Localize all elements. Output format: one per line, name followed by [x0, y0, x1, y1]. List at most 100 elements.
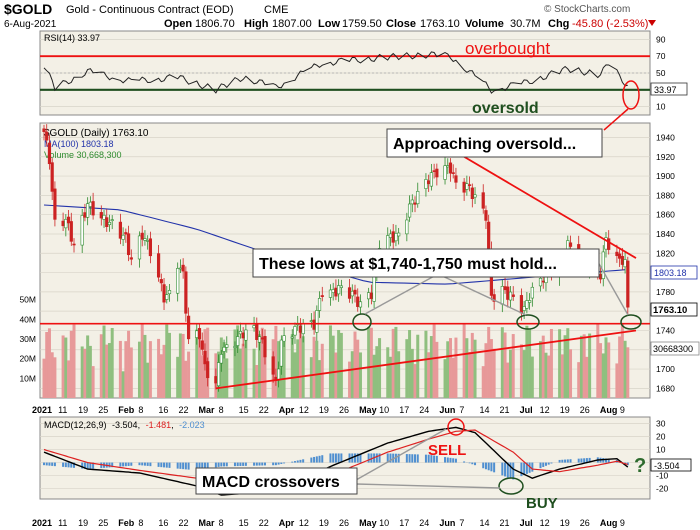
header: $GOLD Gold - Continuous Contract (EOD) C… [4, 1, 656, 30]
candle-body [530, 286, 534, 299]
rsi-callout-pointer [603, 108, 629, 131]
oversold-callout: Approaching oversold... [393, 136, 576, 153]
volume-bar [328, 325, 332, 398]
close-value-text: 1763.10 [653, 305, 687, 316]
candle-body [356, 296, 360, 307]
volume-bar [468, 351, 472, 398]
volume-bar [511, 334, 515, 398]
candle-body [397, 232, 401, 237]
x-tick-label: 22 [259, 518, 269, 528]
macd-hist-bar [566, 459, 569, 463]
macd-hist-bar [258, 462, 261, 466]
volume-bar [107, 343, 111, 398]
candle-body [186, 315, 191, 340]
volume-bar [470, 332, 474, 398]
volume-bar [315, 340, 319, 398]
volume-bar [348, 361, 352, 398]
macd-hist-bar [157, 462, 160, 467]
volume-bar [408, 330, 412, 398]
watermark: © StockCharts.com [544, 4, 630, 15]
buy-circle [498, 477, 524, 495]
candle-body [601, 251, 605, 279]
volume-bar [353, 331, 357, 398]
macd-hist-bar [163, 462, 166, 468]
volume-bar [244, 332, 248, 398]
x-tick-label: 22 [178, 405, 188, 415]
macd-hist-bar [501, 462, 504, 476]
x-tick-label: 22 [259, 405, 269, 415]
pointer-lows-3 [597, 261, 629, 316]
x-tick-label: Apr [279, 518, 295, 528]
macd-hist-bar [233, 462, 236, 467]
header-date: 6-Aug-2021 [4, 19, 57, 30]
macd-legend-signal: -1.481 [146, 420, 172, 430]
x-tick-label: May [359, 518, 377, 528]
macd-hist-bar [528, 462, 531, 473]
candle-body [293, 326, 297, 336]
candle-body [598, 274, 603, 280]
volume-bar [618, 336, 622, 398]
macd-hist-bar [626, 462, 629, 466]
volume-bar [45, 332, 49, 398]
volume-tick-label: 40M [19, 314, 36, 324]
candle-body [200, 340, 204, 350]
macd-hist-bar [523, 462, 526, 476]
macd-hist-bar [89, 462, 92, 469]
price-tick-label: 1680 [656, 383, 675, 393]
macd-hist-bar [70, 462, 73, 468]
high-value: 1807.00 [272, 18, 312, 30]
volume-legend: Volume 30,668,300 [44, 150, 122, 160]
volume-bar [64, 337, 68, 398]
low-circle-1 [352, 313, 372, 331]
candle-body [102, 214, 106, 220]
macd-hist-bar [544, 462, 547, 466]
volume-bar [91, 366, 95, 398]
volume-bar [124, 341, 128, 398]
macd-hist-bar [329, 453, 332, 463]
volume-bar [492, 348, 496, 398]
volume-bar [544, 352, 548, 398]
candle-body [372, 273, 376, 302]
macd-hist-bar [471, 462, 474, 465]
x-tick-label: 14 [479, 518, 489, 528]
candle-body [159, 279, 163, 284]
candle-body [184, 271, 188, 314]
close-value: 1763.10 [420, 18, 460, 30]
macd-hist-bar [160, 462, 163, 468]
macd-hist-bar [184, 462, 187, 470]
candle-body [222, 346, 226, 352]
candle-body [538, 277, 543, 287]
candle-body [620, 256, 624, 265]
macd-hist-bar [547, 462, 550, 465]
candle-body [615, 251, 619, 257]
candle-body [337, 285, 341, 295]
volume-bar [162, 344, 166, 398]
volume-bar [312, 336, 316, 398]
sell-circle [447, 418, 465, 436]
volume-bar [137, 341, 141, 398]
volume-tick-label: 20M [19, 354, 36, 364]
macd-hist-bar [539, 462, 542, 469]
low-circle-2 [516, 314, 540, 330]
macd-hist-bar [236, 462, 239, 467]
volume-bar [435, 341, 439, 398]
macd-hist-bar [585, 458, 588, 463]
macd-hist-bar [359, 453, 362, 463]
candle-body [99, 212, 103, 219]
volume-bar [238, 348, 242, 398]
macd-hist-bar [214, 462, 217, 468]
x-tick-label: 25 [98, 518, 108, 528]
candle-body [465, 183, 469, 190]
macd-hist-bar [580, 458, 583, 463]
low-circle-3 [620, 314, 642, 330]
macd-hist-bar [244, 462, 247, 466]
volume-bar [350, 351, 354, 398]
macd-hist-bar [561, 459, 564, 463]
macd-hist-bar [141, 462, 144, 466]
x-tick-label: 14 [479, 405, 489, 415]
close-value-tag [650, 302, 698, 317]
volume-bar [413, 364, 417, 398]
price-tick-label: 1740 [656, 325, 675, 335]
volume-bar [129, 347, 133, 398]
candle-body [462, 181, 466, 193]
